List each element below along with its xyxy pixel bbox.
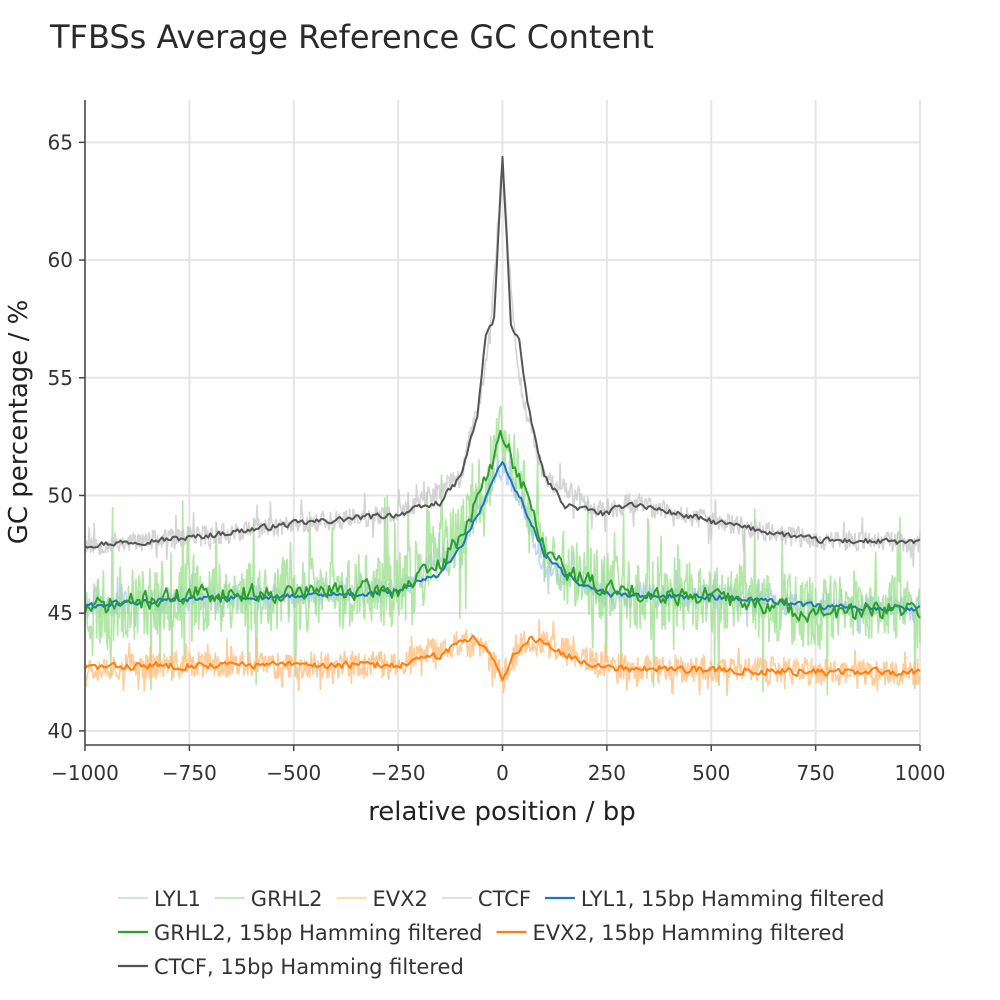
legend-item-evx2-15bp-hamming-filtered[interactable]: EVX2, 15bp Hamming filtered: [496, 921, 845, 945]
legend-label: EVX2: [373, 887, 428, 911]
line-ctcf-15bp-hamming-filtered: [84, 155, 921, 549]
legend-item-lyl1[interactable]: LYL1: [118, 887, 201, 911]
x-tick-label: 750: [797, 761, 835, 785]
y-tick-label: 50: [48, 483, 73, 507]
legend-item-evx2[interactable]: EVX2: [336, 887, 428, 911]
y-tick-label: 65: [48, 130, 73, 154]
legend-item-ctcf[interactable]: CTCF: [441, 887, 531, 911]
legend-label: CTCF, 15bp Hamming filtered: [154, 955, 464, 979]
y-tick-label: 40: [48, 719, 73, 743]
legend-label: GRHL2: [251, 887, 323, 911]
chart-title: TFBSs Average Reference GC Content: [50, 18, 654, 56]
line-grhl2-15bp-hamming-filtered: [84, 429, 921, 623]
legend-item-lyl1-15bp-hamming-filtered[interactable]: LYL1, 15bp Hamming filtered: [544, 887, 885, 911]
x-tick-label: 1000: [895, 761, 946, 785]
line-evx2-15bp-hamming-filtered: [84, 634, 921, 681]
x-tick-label: −750: [162, 761, 217, 785]
legend[interactable]: LYL1 GRHL2 EVX2 CTCF LYL1, 15bp Hamming filt…: [118, 887, 884, 979]
x-axis-title: relative position / bp: [368, 797, 636, 827]
x-tick-label: −250: [371, 761, 426, 785]
legend-label: LYL1, 15bp Hamming filtered: [581, 887, 885, 911]
legend-label: LYL1: [154, 887, 201, 911]
y-tick-label: 45: [48, 601, 73, 625]
legend-label: EVX2, 15bp Hamming filtered: [532, 921, 844, 945]
legend-label: GRHL2, 15bp Hamming filtered: [154, 921, 482, 945]
axes: −1000 −750 −500 −250 0 250 500 750 1000 40 45 50 55 6…: [48, 100, 946, 785]
x-tick-label: 500: [692, 761, 730, 785]
legend-item-ctcf-15bp-hamming-filtered[interactable]: CTCF, 15bp Hamming filtered: [118, 955, 464, 979]
x-tick-label: −1000: [51, 761, 119, 785]
y-tick-label: 55: [48, 366, 73, 390]
y-axis-title: GC percentage / %: [4, 300, 34, 545]
legend-item-grhl2[interactable]: GRHL2: [214, 887, 323, 911]
x-tick-label: −500: [266, 761, 321, 785]
y-tick-label: 60: [48, 248, 73, 272]
x-tick-label: 250: [588, 761, 626, 785]
legend-item-grhl2-15bp-hamming-filtered[interactable]: GRHL2, 15bp Hamming filtered: [118, 921, 482, 945]
legend-label: CTCF: [478, 887, 531, 911]
x-tick-label: 0: [496, 761, 509, 785]
filtered-series: [84, 155, 921, 681]
